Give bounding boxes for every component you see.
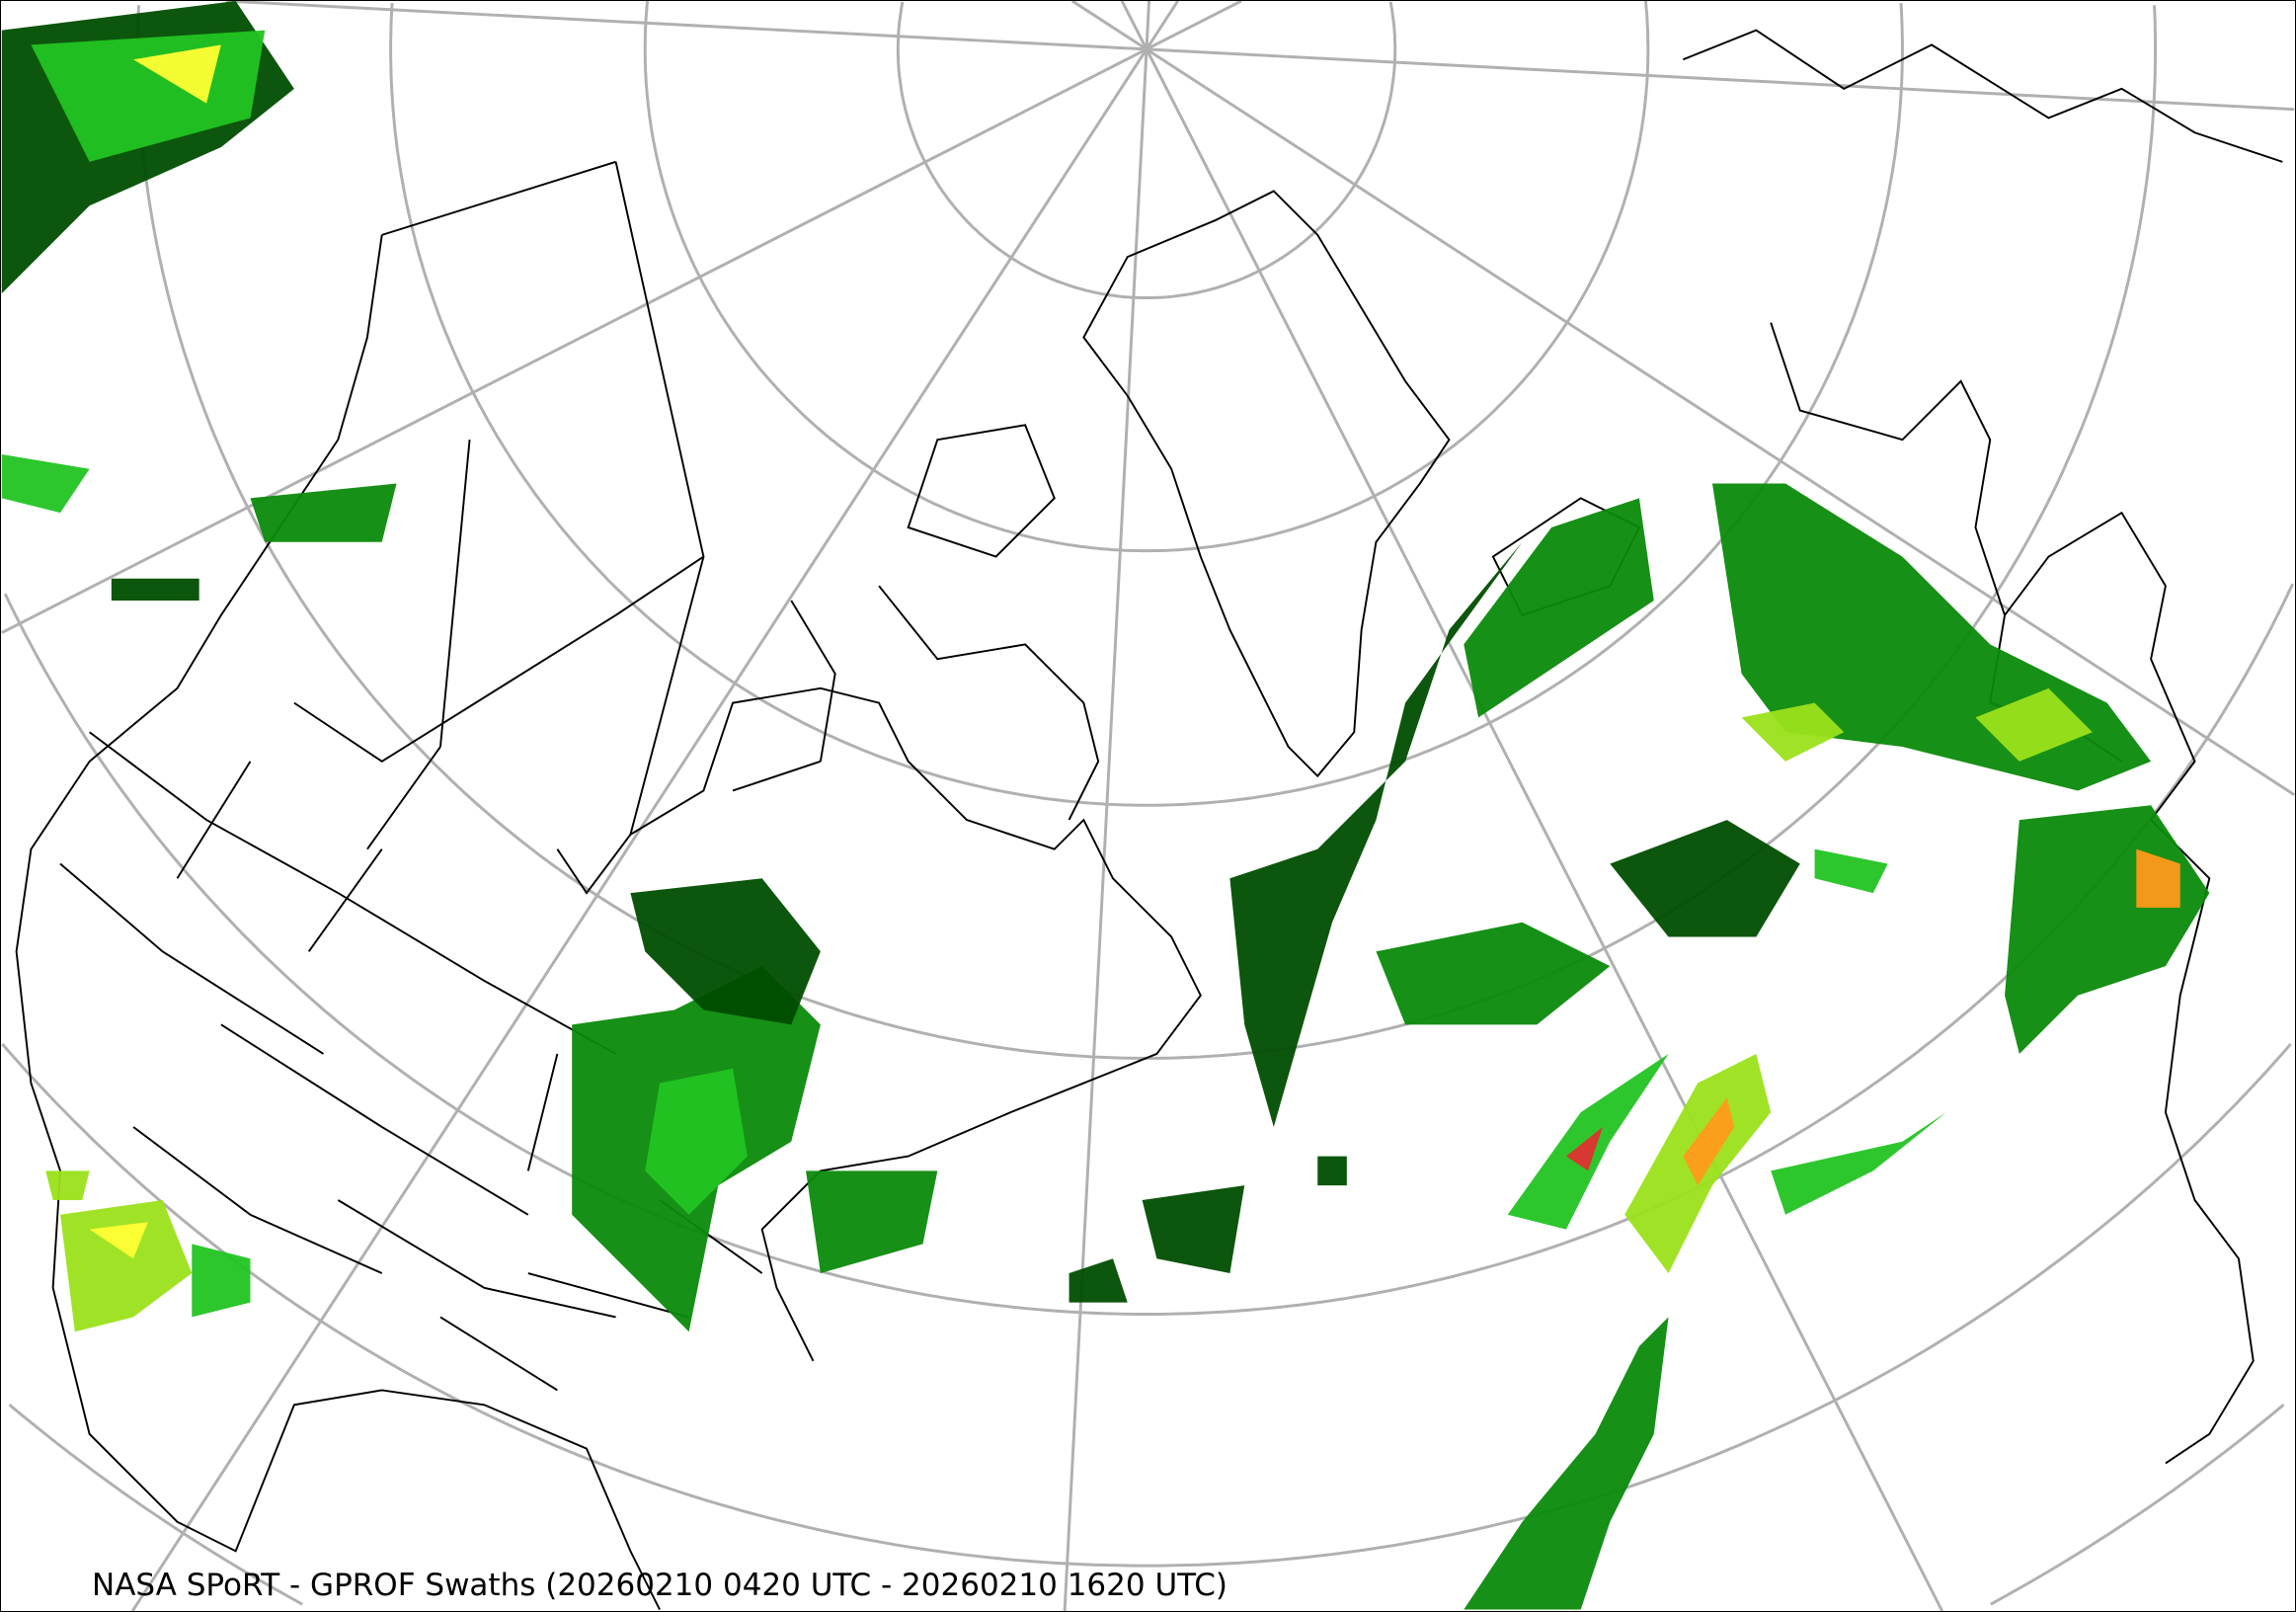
map-caption: NASA SPoRT - GPROF Swaths (20260210 0420…	[92, 1568, 1227, 1603]
precip-area	[45, 1170, 90, 1200]
precip-area	[60, 1199, 193, 1332]
latitude-circle	[8, 1403, 2285, 1606]
precip-area	[192, 1244, 251, 1318]
meridian-line	[1146, 1, 1242, 51]
meridian-line	[1146, 47, 2295, 112]
meridian-line	[1120, 1, 1148, 50]
precip-area	[1142, 1185, 1245, 1274]
precip-area	[133, 44, 221, 104]
north-america-coast	[15, 234, 1202, 1610]
meridian-line	[1071, 1, 1148, 51]
labrador-hudson	[790, 424, 1641, 821]
precip-area	[1565, 1126, 1603, 1171]
latitude-circle	[1, 1043, 2292, 1568]
canada-borders	[293, 160, 822, 836]
precip-area	[1975, 687, 2093, 762]
precip-area	[2005, 805, 2210, 1054]
latitude-circle	[136, 5, 2158, 1060]
precip-area	[1464, 498, 1654, 718]
precip-area	[1741, 702, 1845, 762]
precip-area	[1771, 1112, 1946, 1215]
precip-area	[89, 1222, 148, 1259]
meridian-line	[225, 1, 1148, 51]
latitude-circle	[389, 2, 1904, 807]
precip-area	[2136, 848, 2180, 908]
latitude-circle	[643, 1, 1650, 553]
meridian-line	[1145, 1, 1179, 50]
precip-area	[1814, 848, 1888, 894]
meridian-line	[1145, 1, 1151, 49]
precip-area	[1317, 1156, 1347, 1186]
precip-area	[1376, 922, 1611, 1025]
us-state-borders	[59, 731, 763, 1392]
precip-area	[645, 1068, 748, 1215]
precip-area	[806, 1170, 938, 1274]
precip-area	[1464, 1317, 1669, 1610]
precip-area	[1683, 1097, 1735, 1186]
coastlines	[15, 29, 2283, 1610]
precip-area	[630, 878, 821, 1025]
meridian-line	[1063, 48, 1148, 1611]
precipitation-swaths	[1, 1, 2210, 1610]
meridian-line	[1145, 48, 1944, 1611]
greenland-coast	[1082, 190, 1451, 778]
precip-area	[1610, 820, 1800, 937]
precip-area	[250, 483, 397, 542]
precip-area	[1069, 1258, 1128, 1303]
meridian-line	[1146, 47, 2295, 796]
precip-area	[1, 453, 90, 514]
latitude-circle	[896, 1, 1397, 300]
meridian-line	[1, 47, 1148, 634]
precip-area	[1229, 541, 1523, 1127]
precip-area	[111, 578, 199, 601]
